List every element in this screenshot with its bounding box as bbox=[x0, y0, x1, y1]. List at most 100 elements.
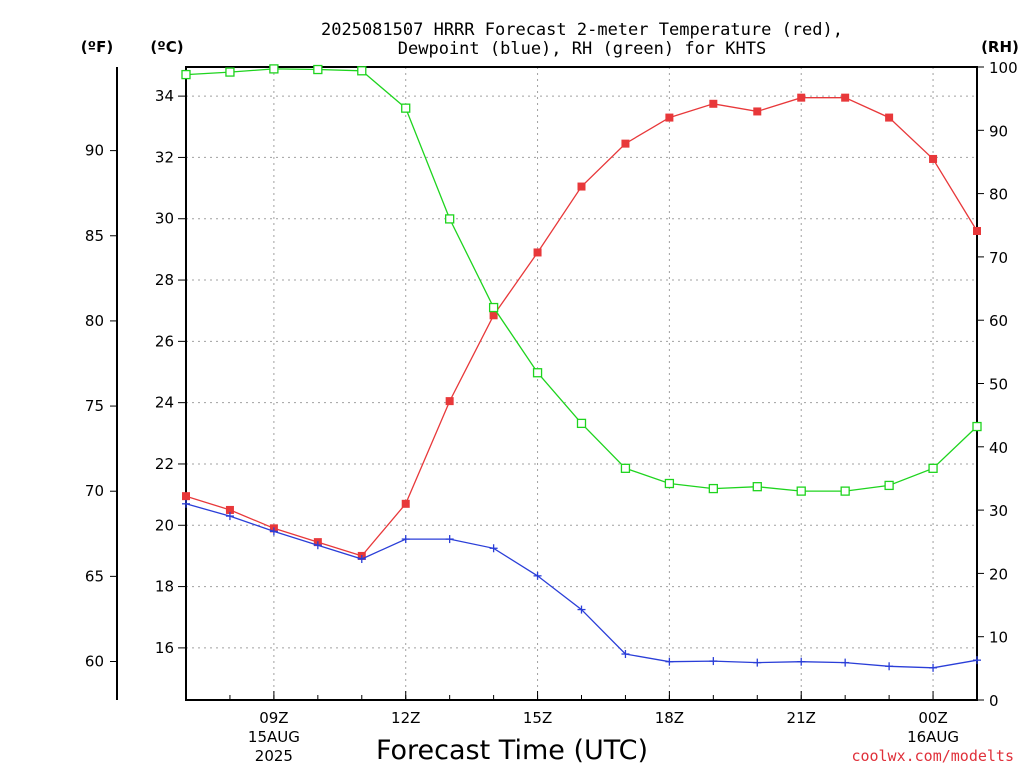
rh-point bbox=[576, 418, 587, 429]
rh-point bbox=[796, 486, 806, 496]
dewpoint-point bbox=[665, 657, 674, 666]
rh-point bbox=[620, 463, 631, 473]
series-rh bbox=[181, 64, 982, 496]
dewpoint-point bbox=[753, 658, 762, 667]
rh-tick-label: 30 bbox=[989, 502, 1008, 520]
fahrenheit-tick-label: 65 bbox=[85, 567, 104, 585]
dewpoint-point bbox=[269, 527, 278, 536]
rh-tick-label: 100 bbox=[989, 59, 1018, 77]
fahrenheit-tick-label: 70 bbox=[85, 482, 104, 500]
temperature-point bbox=[885, 113, 894, 122]
fahrenheit-tick-label: 90 bbox=[85, 142, 104, 160]
x-tick-label: 21Z bbox=[787, 709, 816, 727]
dewpoint-point bbox=[797, 657, 806, 666]
x-tick-label: 16AUG bbox=[907, 728, 959, 746]
celsius-tick-label: 30 bbox=[155, 210, 174, 228]
dewpoint-point bbox=[357, 554, 366, 563]
dewpoint-point bbox=[709, 657, 718, 666]
celsius-tick-label: 24 bbox=[155, 394, 174, 412]
rh-tick-label: 90 bbox=[989, 122, 1008, 140]
rh-tick-label: 80 bbox=[989, 186, 1008, 204]
axes bbox=[110, 66, 984, 701]
celsius-tick-label: 22 bbox=[155, 455, 174, 473]
dewpoint-point bbox=[973, 656, 981, 665]
celsius-tick-label: 28 bbox=[155, 271, 174, 289]
x-tick-label: 00Z bbox=[918, 709, 947, 727]
fahrenheit-unit-label: (ºF) bbox=[81, 38, 113, 56]
rh-tick-label: 20 bbox=[989, 565, 1008, 583]
temperature-point bbox=[225, 505, 234, 514]
rh-point bbox=[225, 67, 235, 77]
dewpoint-point bbox=[533, 571, 542, 580]
rh-point bbox=[357, 66, 367, 76]
rh-point bbox=[840, 486, 850, 496]
rh-point bbox=[401, 103, 411, 113]
temperature-line bbox=[185, 97, 978, 557]
temperature-point bbox=[665, 113, 674, 122]
rh-point bbox=[928, 463, 938, 473]
celsius-tick-label: 32 bbox=[155, 148, 174, 166]
temperature-point bbox=[973, 226, 981, 235]
celsius-tick-label: 34 bbox=[155, 87, 174, 105]
chart-title-line-2: Dewpoint (blue), RH (green) for KHTS bbox=[398, 39, 766, 59]
fahrenheit-tick-label: 75 bbox=[85, 397, 104, 415]
fahrenheit-tick-label: 80 bbox=[85, 312, 104, 330]
credit-text: coolwx.com/modelts bbox=[851, 747, 1014, 765]
rh-point bbox=[181, 69, 191, 80]
x-tick-label: 18Z bbox=[655, 709, 684, 727]
dewpoint-point bbox=[401, 535, 410, 544]
temperature-point bbox=[533, 248, 542, 257]
temperature-point bbox=[489, 311, 498, 320]
celsius-tick-label: 20 bbox=[155, 516, 174, 534]
rh-point bbox=[972, 421, 982, 432]
rh-tick-label: 40 bbox=[989, 439, 1008, 457]
chart-title: 2025081507 HRRR Forecast 2-meter Tempera… bbox=[321, 20, 843, 59]
dewpoint-line bbox=[185, 503, 978, 669]
x-tick-label: 15Z bbox=[523, 709, 552, 727]
temperature-point bbox=[797, 93, 806, 102]
dewpoint-point bbox=[445, 535, 454, 544]
temperature-point bbox=[445, 397, 454, 406]
dewpoint-point bbox=[885, 662, 894, 671]
series-dewpoint bbox=[182, 499, 981, 672]
fahrenheit-tick-label: 85 bbox=[85, 227, 104, 245]
dewpoint-point bbox=[225, 512, 234, 521]
chart-title-line-1: 2025081507 HRRR Forecast 2-meter Tempera… bbox=[321, 20, 843, 40]
series-temperature bbox=[182, 93, 981, 560]
rh-tick-label: 50 bbox=[989, 376, 1008, 394]
dewpoint-point bbox=[841, 658, 850, 667]
temperature-point bbox=[621, 139, 630, 148]
rh-point bbox=[752, 482, 762, 492]
temperature-point bbox=[841, 93, 850, 102]
dewpoint-point bbox=[577, 605, 586, 614]
x-tick-label: 2025 bbox=[255, 747, 293, 765]
rh-point bbox=[488, 302, 499, 313]
tick-labels: 16 18 20 22 24 26 28 30 32 34 60 65 70 75 80 85 90 0 10 20 3… bbox=[85, 59, 1018, 765]
data-series bbox=[181, 64, 982, 672]
x-axis-label: Forecast Time (UTC) bbox=[376, 735, 648, 766]
celsius-tick-label: 18 bbox=[155, 578, 174, 596]
rh-unit-label: (RH) bbox=[981, 38, 1019, 56]
dewpoint-point bbox=[929, 663, 938, 672]
rh-point bbox=[708, 483, 718, 494]
rh-point bbox=[532, 368, 543, 378]
dewpoint-point bbox=[489, 544, 498, 553]
temperature-point bbox=[709, 99, 718, 108]
dewpoint-point bbox=[182, 499, 190, 508]
rh-point bbox=[884, 480, 894, 491]
temperature-point bbox=[182, 492, 190, 501]
x-tick-label: 15AUG bbox=[248, 728, 300, 746]
plot-frame bbox=[185, 66, 978, 701]
x-tick-label: 12Z bbox=[391, 709, 420, 727]
rh-tick-label: 60 bbox=[989, 312, 1008, 330]
rh-point bbox=[445, 214, 455, 224]
celsius-tick-label: 16 bbox=[155, 639, 174, 657]
temperature-point bbox=[577, 182, 586, 191]
rh-tick-label: 10 bbox=[989, 629, 1008, 647]
rh-tick-label: 70 bbox=[989, 249, 1008, 267]
dewpoint-point bbox=[621, 650, 630, 659]
temperature-point bbox=[401, 499, 410, 508]
rh-tick-label: 0 bbox=[989, 692, 999, 710]
dewpoint-point bbox=[313, 541, 322, 550]
